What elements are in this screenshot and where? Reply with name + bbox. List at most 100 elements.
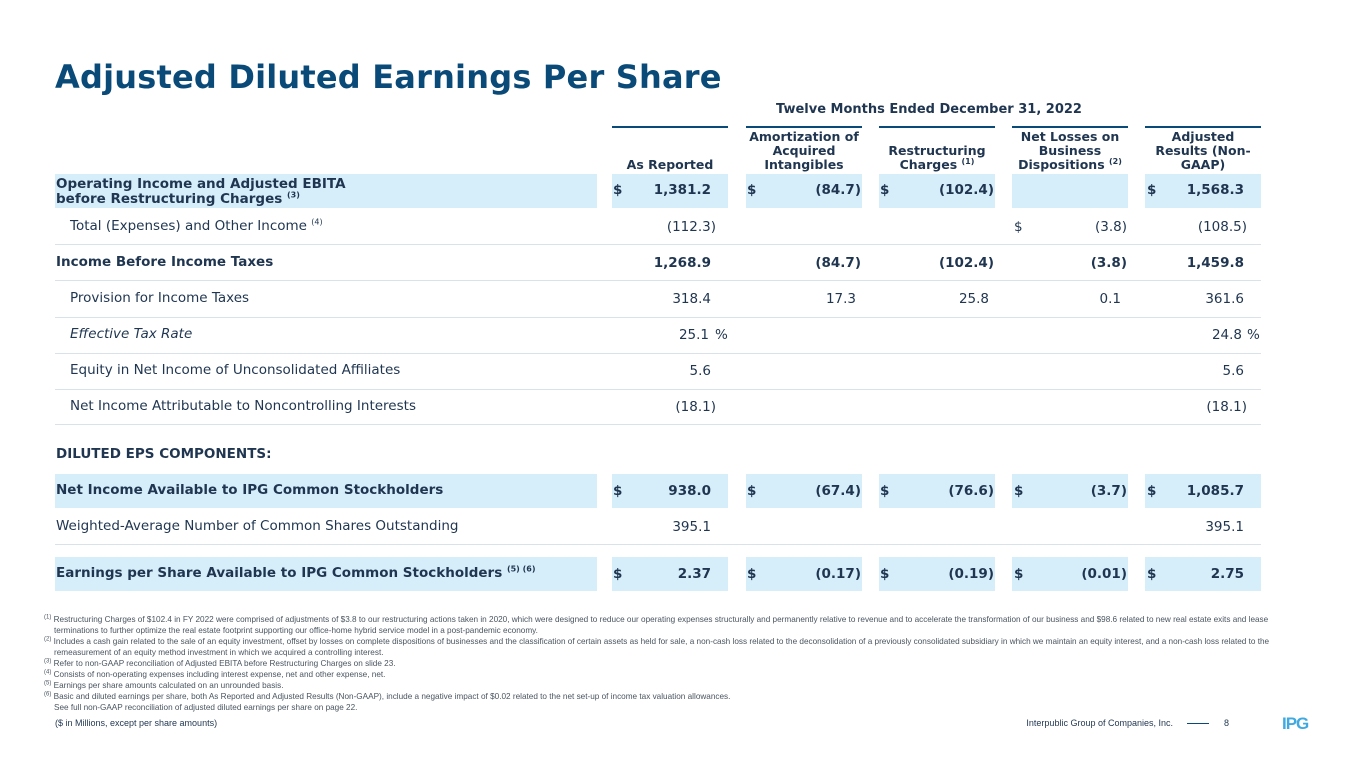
currency-symbol: $	[613, 483, 623, 499]
col3-rule	[879, 126, 995, 128]
total-exp-net-losses: (3.8)	[1094, 219, 1127, 235]
col4-rule	[1012, 126, 1128, 128]
col-amortization: Amortization of Acquired Intangibles	[749, 129, 859, 172]
currency-symbol: $	[1147, 566, 1157, 582]
col5-rule	[1145, 126, 1261, 128]
col1-rule	[612, 126, 728, 128]
etr-adjusted: 24.8	[1211, 327, 1242, 343]
provision-adjusted: 361.6	[1205, 291, 1244, 307]
row-highlight	[1012, 174, 1128, 208]
eps-adjusted: 2.75	[1210, 566, 1244, 582]
eps-restructuring: (0.19)	[948, 566, 994, 582]
units-note: ($ in Millions, except per share amounts…	[55, 718, 218, 728]
net-income-restructuring: (76.6)	[948, 483, 994, 499]
nci-adjusted: (18.1)	[1206, 399, 1247, 415]
provision-amortization: 17.3	[825, 291, 856, 307]
footnote: (3) Refer to non-GAAP reconciliation of …	[44, 658, 396, 668]
currency-symbol: $	[1014, 566, 1024, 582]
row-highlight	[612, 174, 728, 208]
col-as-reported: As Reported	[626, 157, 714, 172]
currency-symbol: $	[1014, 483, 1024, 499]
equity-adjusted: 5.6	[1222, 363, 1244, 379]
row-equity-label: Equity in Net Income of Unconsolidated A…	[70, 362, 401, 378]
row-highlight	[879, 474, 995, 508]
net-income-amortization: (67.4)	[815, 483, 861, 499]
row-highlight	[1145, 174, 1261, 208]
total-exp-as-reported: (112.3)	[666, 219, 716, 235]
col-net-losses: Net Losses on Business Dispositions (2)	[1018, 129, 1122, 172]
row-highlight	[1012, 557, 1128, 591]
currency-symbol: $	[747, 483, 757, 499]
footnote: (5) Earnings per share amounts calculate…	[44, 680, 284, 690]
col-restructuring: Restructuring Charges (1)	[888, 143, 986, 172]
total-exp-adjusted: (108.5)	[1197, 219, 1247, 235]
eps-amortization: (0.17)	[815, 566, 861, 582]
currency-symbol: $	[613, 566, 623, 582]
net-income-adjusted: 1,085.7	[1186, 483, 1244, 499]
period-header: Twelve Months Ended December 31, 2022	[776, 102, 1082, 117]
shares-adjusted: 395.1	[1205, 519, 1244, 535]
row-highlight	[55, 557, 597, 591]
equity-as-reported: 5.6	[689, 363, 711, 379]
nci-as-reported: (18.1)	[675, 399, 716, 415]
row-divider	[55, 280, 1261, 281]
svg-text:IPG: IPG	[1282, 714, 1309, 732]
row-pretax-label: Income Before Income Taxes	[56, 254, 274, 270]
company-name: Interpublic Group of Companies, Inc.	[1026, 718, 1173, 728]
currency-symbol: $	[880, 182, 890, 198]
currency-symbol: $	[1147, 483, 1157, 499]
provision-restructuring: 25.8	[958, 291, 989, 307]
shares-as-reported: 395.1	[672, 519, 711, 535]
page-number: 8	[1224, 718, 1230, 728]
section-diluted-eps: DILUTED EPS COMPONENTS:	[56, 446, 272, 462]
page-title: Adjusted Diluted Earnings Per Share	[55, 58, 722, 96]
row-highlight	[746, 557, 862, 591]
row-highlight	[879, 557, 995, 591]
pretax-adjusted: 1,459.8	[1186, 255, 1244, 271]
op-income-adjusted: 1,568.3	[1186, 182, 1244, 198]
pretax-net-losses: (3.8)	[1090, 255, 1127, 271]
eps-as-reported: 2.37	[677, 566, 711, 582]
row-provision-label: Provision for Income Taxes	[70, 290, 250, 306]
row-highlight	[1012, 474, 1128, 508]
ipg-logo-icon: IPG	[1282, 714, 1310, 732]
pretax-restructuring: (102.4)	[938, 255, 994, 271]
currency-symbol: $	[613, 182, 623, 198]
row-net-income-label: Net Income Available to IPG Common Stock…	[56, 482, 444, 498]
currency-symbol: $	[1014, 219, 1023, 235]
col-adjusted: Adjusted Results (Non-GAAP)	[1155, 129, 1251, 172]
footnote: See full non-GAAP reconciliation of adju…	[54, 703, 358, 712]
etr-as-reported: 25.1	[678, 327, 709, 343]
currency-symbol: $	[747, 182, 757, 198]
currency-symbol: $	[747, 566, 757, 582]
row-highlight	[612, 474, 728, 508]
row-total-expenses-label: Total (Expenses) and Other Income (4)	[70, 217, 323, 234]
row-shares-label: Weighted-Average Number of Common Shares…	[56, 518, 459, 534]
footnote: (4) Consists of non-operating expenses i…	[44, 669, 386, 679]
currency-symbol: $	[880, 566, 890, 582]
provision-as-reported: 318.4	[672, 291, 711, 307]
row-highlight	[746, 174, 862, 208]
footnote: (1) Restructuring Charges of $102.4 in F…	[44, 614, 1269, 635]
footnotes: (1) Restructuring Charges of $102.4 in F…	[44, 614, 1274, 713]
row-etr-label: Effective Tax Rate	[70, 326, 193, 342]
net-income-net-losses: (3.7)	[1090, 483, 1127, 499]
footnote: (6) Basic and diluted earnings per share…	[44, 691, 731, 701]
row-highlight	[746, 474, 862, 508]
row-divider	[55, 389, 1261, 390]
row-highlight	[55, 174, 597, 208]
row-divider	[55, 544, 1261, 545]
eps-net-losses: (0.01)	[1081, 566, 1127, 582]
currency-symbol: $	[1147, 182, 1157, 198]
row-highlight	[55, 474, 597, 508]
net-income-as-reported: 938.0	[668, 483, 711, 499]
row-highlight	[1145, 557, 1261, 591]
provision-net-losses: 0.1	[1099, 291, 1121, 307]
row-highlight	[1145, 474, 1261, 508]
row-operating-income-label: Operating Income and Adjusted EBITA befo…	[56, 176, 346, 207]
row-nci-label: Net Income Attributable to Noncontrollin…	[70, 398, 416, 414]
op-income-amortization: (84.7)	[815, 182, 861, 198]
row-divider	[55, 353, 1261, 354]
row-highlight	[879, 174, 995, 208]
pretax-as-reported: 1,268.9	[653, 255, 711, 271]
